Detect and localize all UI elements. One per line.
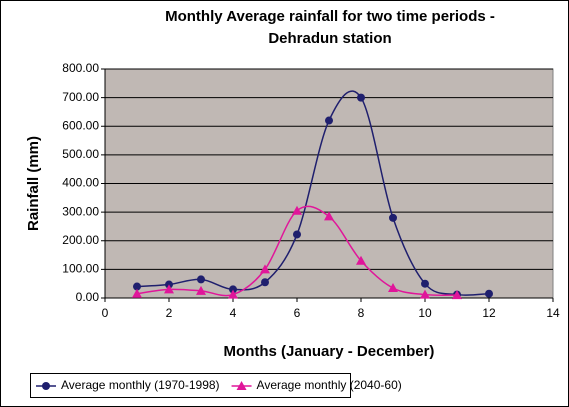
marker [236, 381, 247, 390]
marker [133, 282, 141, 291]
marker [452, 290, 462, 300]
y-tick-label: 500.00 [62, 147, 99, 161]
marker [324, 211, 334, 221]
marker [261, 278, 269, 287]
y-tick-label: 700.00 [62, 90, 99, 104]
y-tick-label: 600.00 [62, 118, 99, 132]
marker [325, 116, 333, 125]
marker [196, 285, 206, 295]
x-tick-label: 10 [418, 306, 432, 320]
marker [420, 289, 430, 299]
chart-title: Monthly Average rainfall for two time pe… [165, 8, 495, 47]
marker [260, 264, 270, 274]
marker [357, 93, 365, 102]
y-tick-label: 0.00 [76, 290, 100, 304]
marker [389, 213, 397, 222]
x-tick-label: 8 [358, 306, 365, 320]
marker [164, 284, 174, 294]
marker [197, 275, 205, 284]
marker [485, 289, 493, 298]
y-axis-title: Rainfall (mm) [25, 136, 42, 231]
y-tick-label: 100.00 [62, 262, 99, 276]
legend-label: Average monthly (1970-1998) [61, 378, 220, 392]
x-axis-title: Months (January - December) [224, 343, 435, 360]
marker [42, 382, 50, 390]
y-tick-label: 300.00 [62, 204, 99, 218]
x-tick-label: 0 [102, 306, 109, 320]
marker [229, 285, 237, 294]
marker [132, 288, 142, 298]
marker [228, 289, 238, 299]
marker [293, 230, 301, 239]
x-tick-label: 14 [546, 306, 560, 320]
marker [292, 205, 302, 215]
y-tick-label: 800.00 [62, 61, 99, 75]
x-tick-label: 6 [294, 306, 301, 320]
y-tick-label: 400.00 [62, 176, 99, 190]
x-tick-label: 4 [230, 306, 237, 320]
x-tick-label: 2 [166, 306, 173, 320]
x-tick-label: 12 [482, 306, 496, 320]
marker [356, 255, 366, 265]
y-tick-label: 200.00 [62, 233, 99, 247]
legend-box [30, 373, 351, 398]
marker [388, 282, 398, 292]
legend: Average monthly (1970-1998) Average month… [30, 373, 402, 398]
marker [421, 279, 429, 288]
legend-label: Average monthly (2040-60) [257, 378, 402, 392]
